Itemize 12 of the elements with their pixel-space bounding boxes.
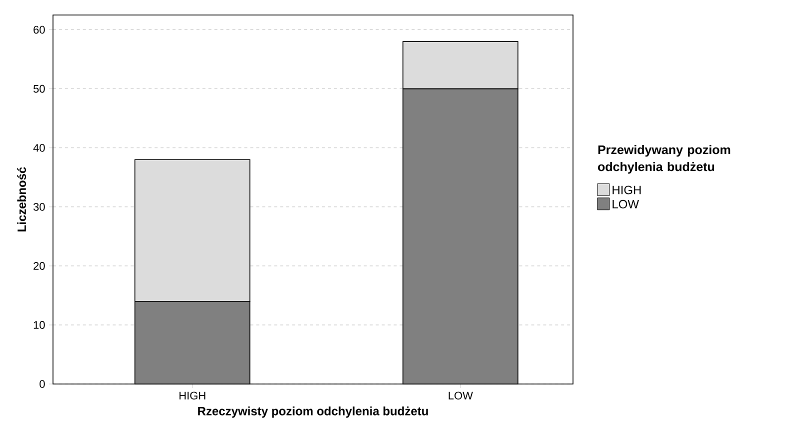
y-tick-label: 20 bbox=[34, 262, 45, 270]
y-tick-label: 10 bbox=[34, 321, 45, 329]
legend-label: LOW bbox=[612, 200, 639, 208]
y-tick-label: 0 bbox=[40, 380, 45, 388]
y-axis-title: Liczebność bbox=[17, 167, 26, 232]
y-tick-label: 60 bbox=[34, 26, 45, 34]
legend-label: HIGH bbox=[612, 186, 641, 194]
x-axis-title: Rzeczywisty poziom odchylenia budżetu bbox=[198, 406, 428, 418]
y-tick-label: 30 bbox=[33, 202, 45, 211]
y-tick-label: 40 bbox=[33, 144, 45, 152]
legend-title: Przewidywany poziom odchylenia budżetu bbox=[598, 144, 730, 174]
y-tick-label: 50 bbox=[33, 84, 45, 93]
